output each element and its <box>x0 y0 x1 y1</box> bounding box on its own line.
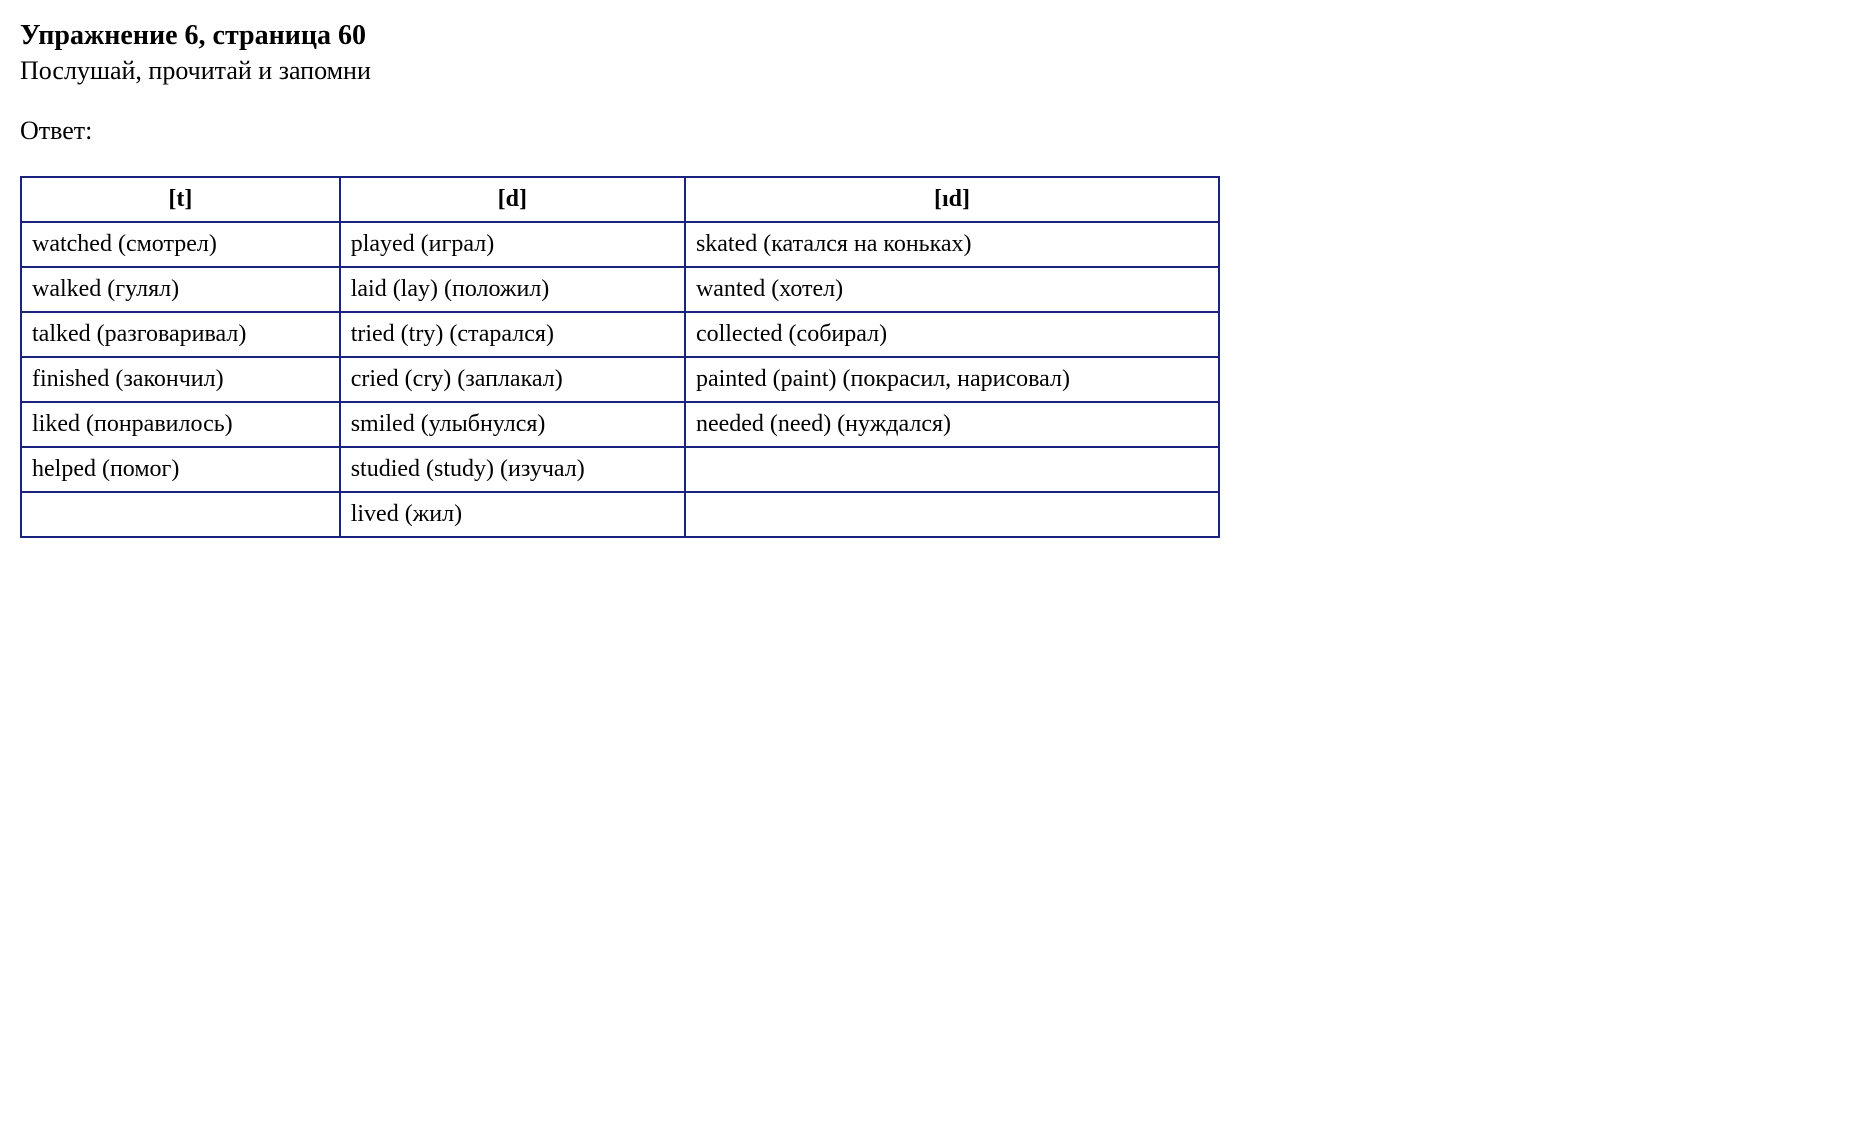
table-cell: laid (lay) (положил) <box>340 267 685 312</box>
exercise-title: Упражнение 6, страница 60 <box>20 20 1843 52</box>
table-cell: cried (cry) (заплакал) <box>340 357 685 402</box>
exercise-subtitle: Послушай, прочитай и запомни <box>20 56 1843 86</box>
table-header-row: [t] [d] [ıd] <box>21 177 1219 222</box>
column-header-id: [ıd] <box>685 177 1219 222</box>
table-row: walked (гулял) laid (lay) (положил) want… <box>21 267 1219 312</box>
table-cell: skated (катался на коньках) <box>685 222 1219 267</box>
table-row: talked (разговаривал) tried (try) (стара… <box>21 312 1219 357</box>
table-cell: walked (гулял) <box>21 267 340 312</box>
column-header-d: [d] <box>340 177 685 222</box>
table-row: helped (помог) studied (study) (изучал) <box>21 447 1219 492</box>
table-row: watched (смотрел) played (играл) skated … <box>21 222 1219 267</box>
table-cell <box>685 447 1219 492</box>
table-cell: helped (помог) <box>21 447 340 492</box>
table-cell: smiled (улыбнулся) <box>340 402 685 447</box>
table-cell: watched (смотрел) <box>21 222 340 267</box>
pronunciation-table: [t] [d] [ıd] watched (смотрел) played (и… <box>20 176 1220 538</box>
table-cell: finished (закончил) <box>21 357 340 402</box>
table-row: lived (жил) <box>21 492 1219 537</box>
table-row: liked (понравилось) smiled (улыбнулся) n… <box>21 402 1219 447</box>
table-cell: played (играл) <box>340 222 685 267</box>
table-cell: studied (study) (изучал) <box>340 447 685 492</box>
column-header-t: [t] <box>21 177 340 222</box>
table-cell: collected (собирал) <box>685 312 1219 357</box>
table-cell <box>685 492 1219 537</box>
table-cell: tried (try) (старался) <box>340 312 685 357</box>
table-cell: needed (need) (нуждался) <box>685 402 1219 447</box>
table-cell <box>21 492 340 537</box>
answer-label: Ответ: <box>20 116 1843 146</box>
table-cell: painted (paint) (покрасил, нарисовал) <box>685 357 1219 402</box>
table-cell: talked (разговаривал) <box>21 312 340 357</box>
table-cell: liked (понравилось) <box>21 402 340 447</box>
table-row: finished (закончил) cried (cry) (заплака… <box>21 357 1219 402</box>
table-cell: wanted (хотел) <box>685 267 1219 312</box>
table-cell: lived (жил) <box>340 492 685 537</box>
